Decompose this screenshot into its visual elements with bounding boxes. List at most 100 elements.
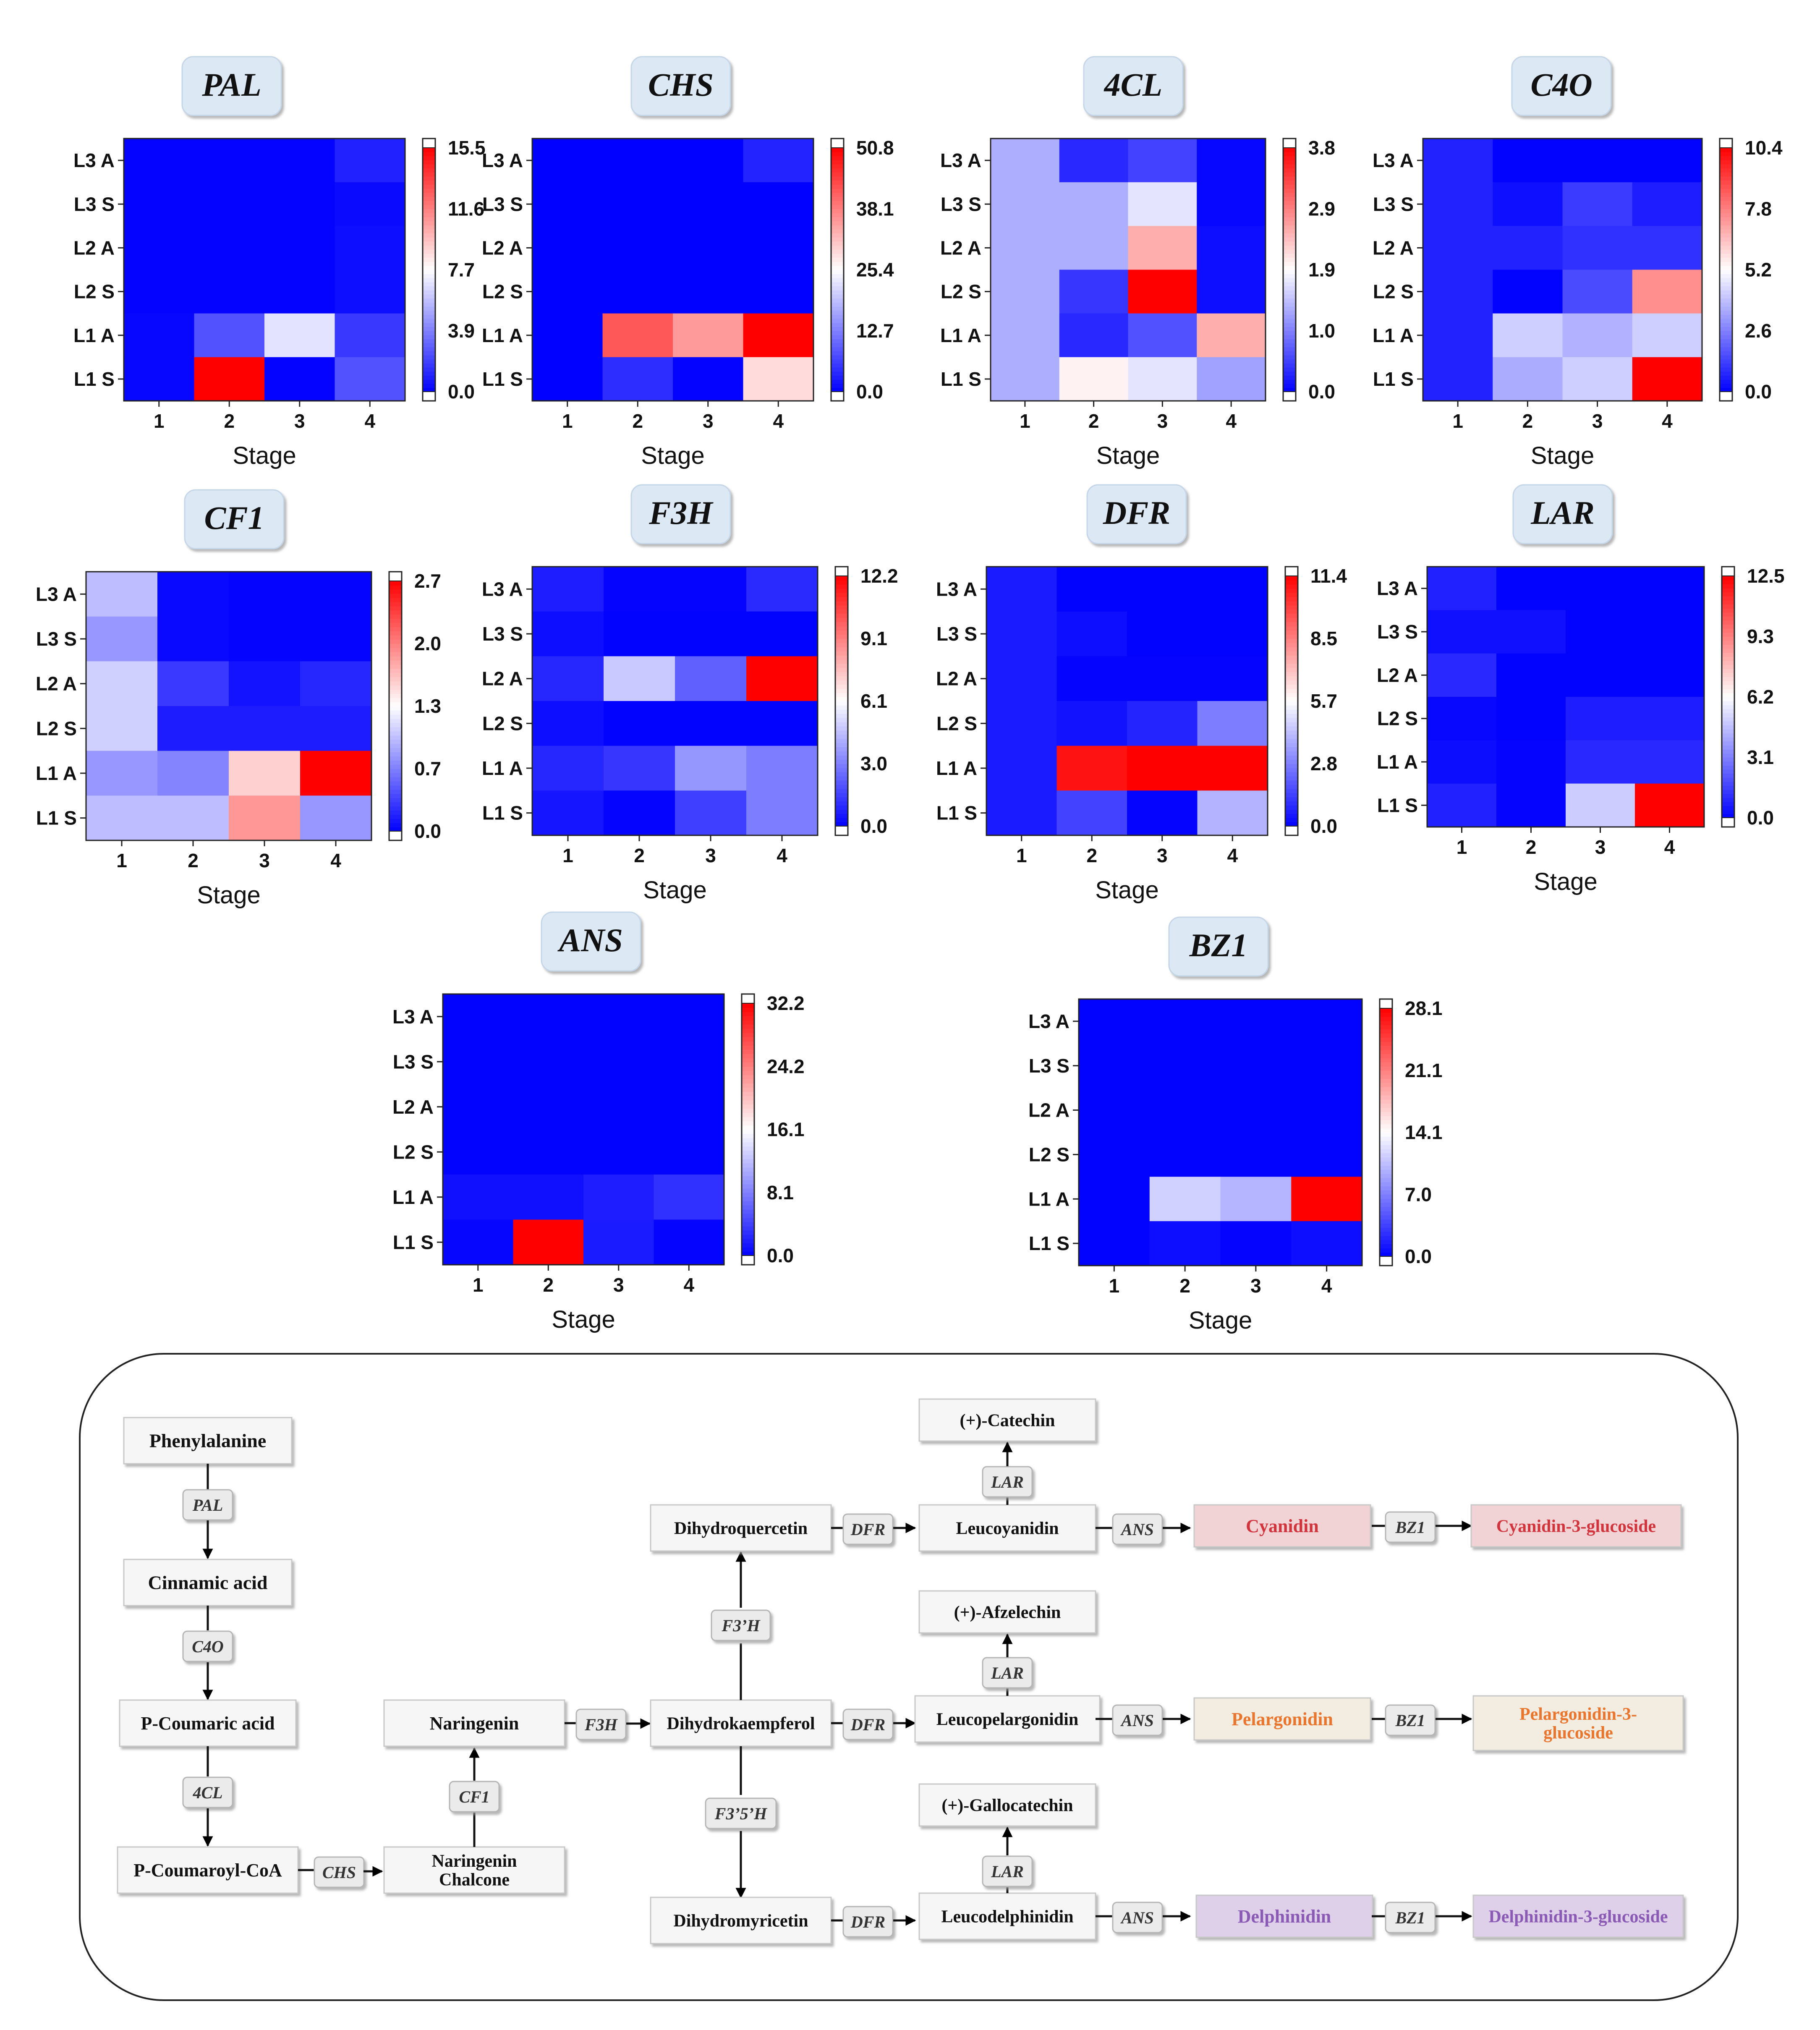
x-tick-label: 2 [632,410,643,432]
heatmap-cell [532,139,603,183]
colorbar-tick-label: 0.0 [414,820,441,842]
colorbar-tick-label: 0.0 [1310,815,1337,837]
colorbar-segment [1283,160,1296,165]
y-tick-label: L1 S [1373,368,1414,390]
colorbar-segment [1380,1186,1392,1191]
colorbar-segment [742,1209,754,1214]
heatmap-cell [1632,182,1702,226]
colorbar-segment [423,184,435,189]
colorbar-segment [831,253,844,258]
heatmap-title-badge [1512,484,1613,544]
colorbar-segment [389,635,402,640]
y-tick-label: L3 A [936,578,977,600]
heatmap-cell [1079,1088,1150,1133]
heatmap-cell [264,269,335,314]
heatmap-cell [1632,357,1702,401]
enzyme-box [982,1657,1033,1689]
colorbar-segment [742,1075,754,1080]
colorbar-segment [1283,180,1296,185]
colorbar-segment [423,387,435,392]
heatmap-cell [654,1175,724,1220]
colorbar-segment [835,809,848,814]
colorbar-segment [1283,188,1296,193]
y-tick-label: L3 S [36,628,77,650]
colorbar-segment [1380,1165,1392,1170]
colorbar-segment [1283,363,1296,368]
y-tick-label: L3 A [482,149,523,171]
colorbar-segment [1720,188,1732,193]
heatmap-cell [1635,653,1705,697]
colorbar-segment [1285,605,1298,610]
colorbar-segment [389,602,402,607]
heatmap-cell [1423,226,1493,270]
colorbar-segment [1285,734,1298,739]
colorbar-segment [1285,655,1298,660]
heatmap-cell [986,656,1057,701]
colorbar-segment [1285,622,1298,626]
y-tick-label: L2 S [74,281,115,303]
pathway-node-afzelechin: (+)-Afzelechin [918,1590,1096,1634]
heatmap-cell [583,1039,654,1085]
colorbar-segment [423,262,435,266]
heatmap-title: CF1 [204,500,264,536]
colorbar-segment [1283,314,1296,319]
colorbar-segment [742,1125,754,1130]
colorbar-segment [1285,726,1298,731]
colorbar-segment [423,359,435,364]
x-tick-label: 3 [1157,845,1168,866]
colorbar-segment [831,306,844,311]
y-tick-label: L3 S [1029,1055,1070,1077]
colorbar-tick-label: 32.2 [767,992,805,1014]
enzyme-c4o: C4O [182,1630,233,1662]
colorbar-segment [742,1230,754,1235]
colorbar-segment [389,644,402,648]
y-tick-label: L2 S [941,281,981,303]
colorbar-segment [1283,306,1296,311]
colorbar-segment [742,1150,754,1155]
colorbar-tick-label: 0.0 [448,381,475,403]
colorbar-segment [1380,1116,1392,1120]
heatmap-cell [1496,567,1566,610]
enzyme-label: DFR [850,1520,885,1539]
y-tick-label: L3 S [941,193,981,215]
x-tick-label: 4 [773,410,784,432]
colorbar-tick-label: 6.2 [1747,686,1774,708]
colorbar-segment [1380,1174,1392,1178]
colorbar-segment [1720,233,1732,238]
heatmap-cell [229,572,301,617]
heatmap-frame [990,138,1266,402]
colorbar-segment [835,676,848,681]
colorbar-segment [1380,1231,1392,1236]
enzyme-f3-5h: F3’5’H [705,1797,777,1829]
colorbar-segment [1283,176,1296,181]
colorbar-segment [831,164,844,169]
heatmap-title-badge [1083,56,1184,116]
node-label: Cinnamic acid [148,1572,268,1593]
colorbar-segment [1285,651,1298,656]
colorbar-segment [835,780,848,785]
enzyme-box [182,1489,233,1521]
colorbar-segment [1380,1041,1392,1046]
heatmap-cell [1079,1177,1150,1222]
colorbar-segment [1285,751,1298,756]
colorbar-segment [1285,592,1298,597]
colorbar-segment [835,747,848,751]
colorbar-segment [423,188,435,193]
heatmap-cell [1635,740,1705,784]
y-tick-label: L1 A [1377,751,1418,773]
colorbar-segment [1720,375,1732,380]
colorbar-segment [742,1091,754,1096]
enzyme-label: CF1 [459,1787,489,1806]
colorbar-segment [831,212,844,217]
colorbar-segment [389,631,402,636]
heatmap-cell [1059,269,1129,314]
colorbar-tick-label: 7.8 [1745,198,1772,220]
colorbar-segment [835,805,848,810]
y-tick-label: L3 S [1373,193,1414,215]
colorbar-segment [389,772,402,777]
colorbar-segment [831,339,844,343]
colorbar-segment [389,760,402,765]
heatmap-cell [1059,139,1129,183]
colorbar-segment [1283,148,1296,152]
